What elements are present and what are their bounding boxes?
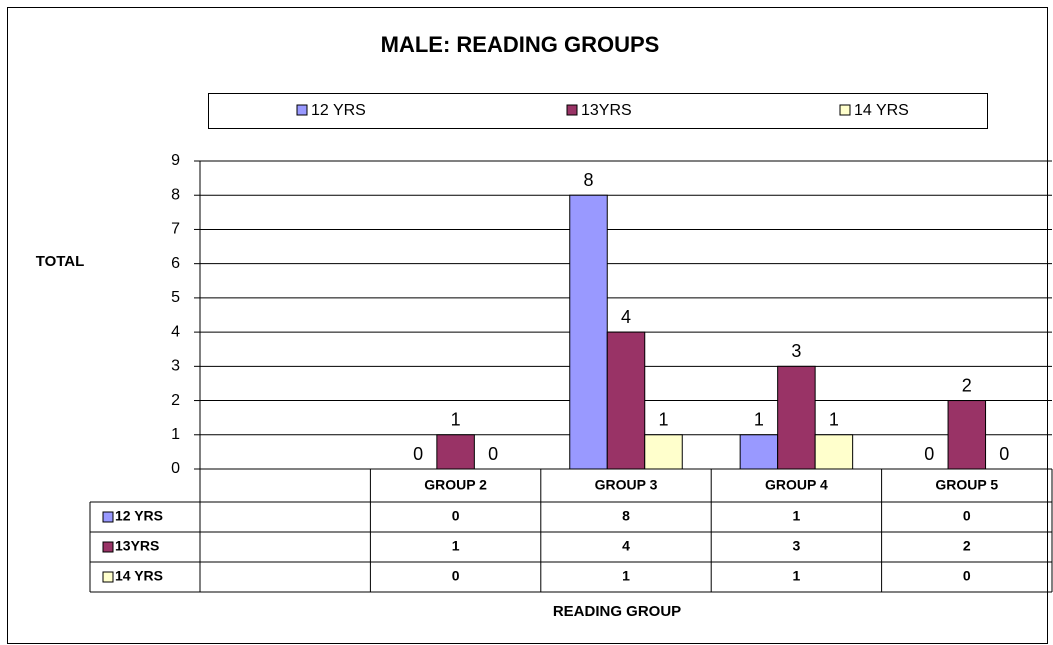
data-label: 1 [754, 410, 764, 430]
bar [606, 331, 646, 470]
legend-label: 13YRS [581, 102, 632, 119]
table-cell: 1 [452, 538, 460, 554]
legend-label: 12 YRS [311, 102, 366, 119]
legend-key [839, 104, 851, 116]
data-label: 0 [924, 444, 934, 464]
bar [569, 194, 608, 470]
y-tick-label: 9 [171, 152, 180, 169]
y-tick-label: 0 [171, 460, 180, 477]
table-cell: 3 [793, 538, 801, 554]
table-cell: 1 [622, 568, 630, 584]
table-cell: 0 [452, 568, 460, 584]
bar [947, 400, 987, 470]
legend-key [296, 104, 308, 116]
y-axis-title: TOTAL [36, 253, 85, 270]
bar [739, 434, 779, 470]
y-tick-label: 7 [171, 221, 180, 238]
table-legend-key [102, 541, 114, 553]
table-cell: 1 [793, 568, 801, 584]
y-tick-label: 4 [171, 323, 180, 340]
legend-key [566, 104, 578, 116]
bar [436, 434, 475, 470]
table-cell: 8 [622, 508, 630, 524]
data-label: 2 [962, 375, 972, 395]
data-label: 0 [413, 444, 423, 464]
table-cell: 0 [963, 508, 971, 524]
table-row-label: 14 YRS [115, 568, 163, 584]
table-cell: 0 [963, 568, 971, 584]
data-label: 1 [829, 410, 839, 430]
legend-box [208, 93, 988, 129]
table-cell: 4 [622, 538, 630, 554]
data-label: 1 [658, 410, 668, 430]
data-label: 1 [451, 410, 461, 430]
x-tick-label: GROUP 3 [595, 477, 658, 493]
table-legend-key [102, 511, 114, 523]
y-tick-label: 6 [171, 255, 180, 272]
table-cell: 0 [452, 508, 460, 524]
bar [644, 434, 683, 470]
table-legend-key [102, 571, 114, 583]
y-tick-label: 3 [171, 358, 180, 375]
table-cell: 1 [793, 508, 801, 524]
x-tick-label: GROUP 2 [424, 477, 487, 493]
y-tick-label: 8 [171, 186, 180, 203]
table-row-label: 12 YRS [115, 508, 163, 524]
bar [814, 434, 854, 470]
y-tick-label: 2 [171, 392, 180, 409]
data-label: 0 [999, 444, 1009, 464]
x-axis-title: READING GROUP [553, 603, 681, 620]
x-tick-label: GROUP 5 [935, 477, 998, 493]
chart-title: MALE: READING GROUPS [381, 32, 660, 57]
data-label: 3 [791, 341, 801, 361]
x-tick-label: GROUP 4 [765, 477, 828, 493]
y-tick-label: 1 [171, 426, 180, 443]
data-label: 0 [488, 444, 498, 464]
data-label: 4 [621, 307, 631, 327]
legend-label: 14 YRS [854, 102, 909, 119]
y-tick-label: 5 [171, 289, 180, 306]
data-label: 8 [583, 170, 593, 190]
table-cell: 2 [963, 538, 971, 554]
table-row-label: 13YRS [115, 538, 159, 554]
bar [777, 365, 816, 470]
